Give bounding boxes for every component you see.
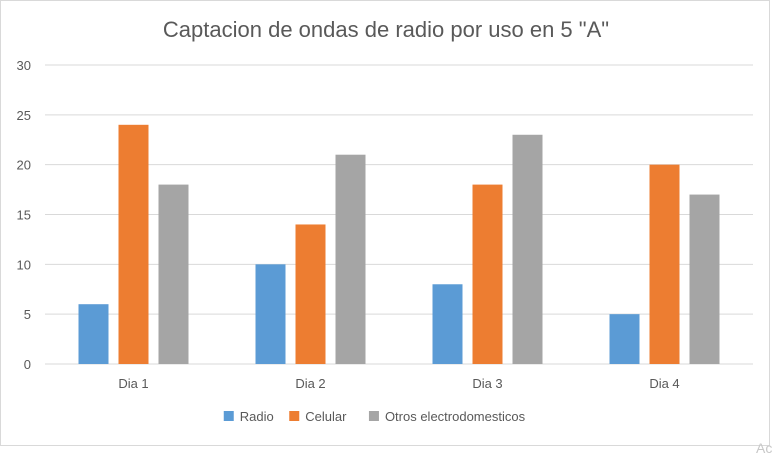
x-tick-label: Dia 2: [295, 376, 325, 391]
bars: [78, 124, 720, 364]
x-tick-label: Dia 3: [472, 376, 502, 391]
y-tick-label: 20: [17, 158, 31, 173]
legend[interactable]: Radio Celular Otros electrodomesticos: [223, 409, 526, 424]
bar-otros-4[interactable]: [689, 194, 720, 364]
y-tick-label: 0: [24, 357, 31, 372]
bar-radio-3[interactable]: [432, 284, 463, 364]
y-tick-label: 10: [17, 257, 31, 272]
legend-item-celular[interactable]: Celular: [289, 409, 347, 424]
legend-swatch: [223, 411, 234, 421]
gridlines: [45, 64, 753, 365]
x-axis-ticks: Dia 1 Dia 2 Dia 3 Dia 4: [118, 376, 679, 391]
bar-celular-1[interactable]: [118, 124, 149, 364]
bar-otros-2[interactable]: [335, 154, 366, 364]
y-tick-label: 30: [17, 58, 31, 73]
bar-radio-1[interactable]: [78, 304, 109, 364]
bar-otros-1[interactable]: [158, 184, 189, 364]
legend-swatch: [368, 411, 379, 421]
legend-item-radio[interactable]: Radio: [223, 409, 274, 424]
bar-celular-4[interactable]: [649, 164, 680, 364]
legend-label: Otros electrodomesticos: [385, 409, 526, 424]
chart-title: Captacion de ondas de radio por uso en 5…: [163, 17, 609, 42]
bar-chart: Captacion de ondas de radio por uso en 5…: [17, 17, 753, 424]
legend-swatch: [289, 411, 300, 421]
watermark-text: Ac: [756, 440, 773, 456]
bar-radio-4[interactable]: [609, 314, 640, 364]
chart-frame: Captacion de ondas de radio por uso en 5…: [0, 0, 770, 446]
y-axis-ticks: 0 5 10 15 20 25 30: [17, 58, 31, 372]
bar-celular-3[interactable]: [472, 184, 503, 364]
y-tick-label: 25: [17, 108, 31, 123]
bar-celular-2[interactable]: [295, 224, 326, 364]
legend-label: Radio: [240, 409, 274, 424]
x-tick-label: Dia 1: [118, 376, 148, 391]
bar-otros-3[interactable]: [512, 134, 543, 364]
y-tick-label: 5: [24, 307, 31, 322]
bar-radio-2[interactable]: [255, 264, 286, 364]
y-tick-label: 15: [17, 208, 31, 223]
legend-label: Celular: [305, 409, 347, 424]
x-tick-label: Dia 4: [649, 376, 679, 391]
legend-item-otros[interactable]: Otros electrodomesticos: [368, 409, 526, 424]
